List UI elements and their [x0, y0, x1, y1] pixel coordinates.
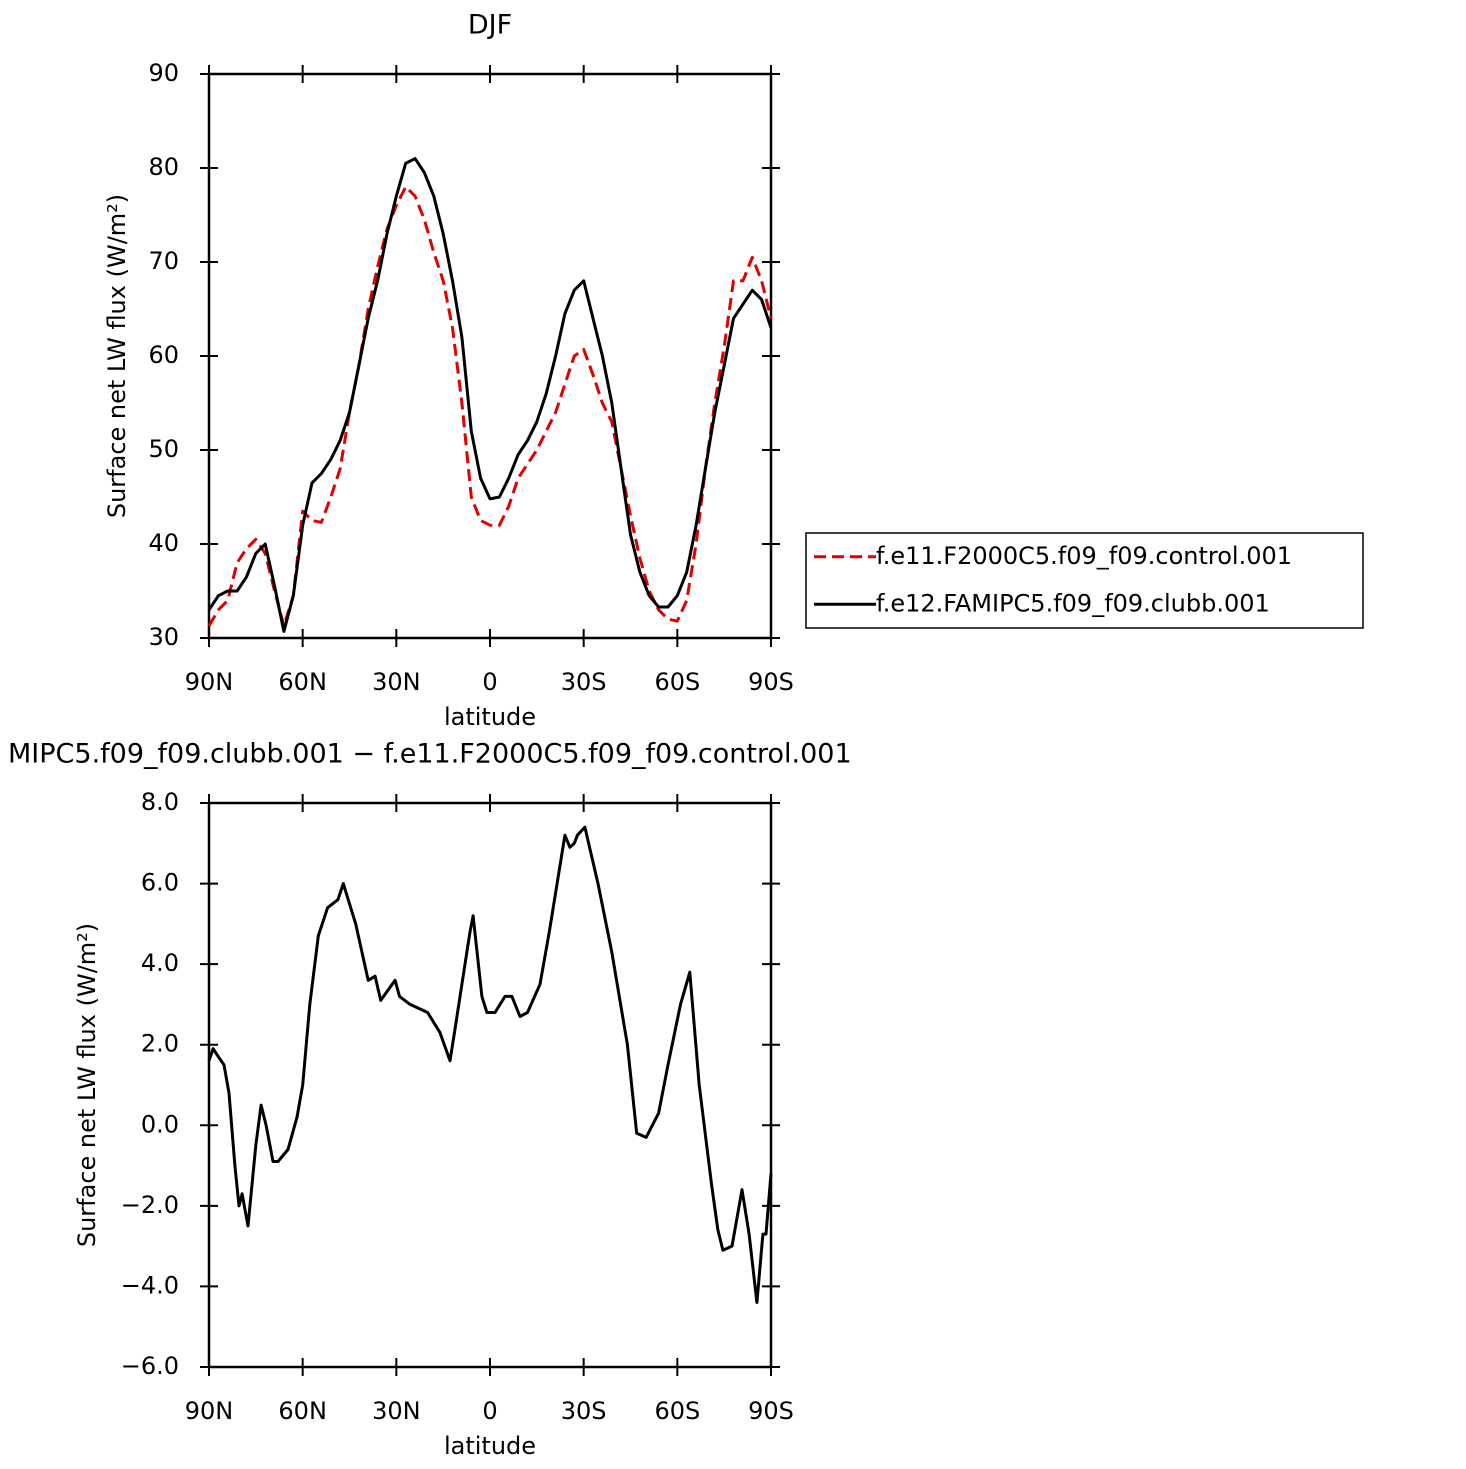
legend-label: f.e12.FAMIPC5.f09_f09.clubb.001 [876, 589, 1270, 617]
x-tick-label: 0 [482, 1397, 497, 1425]
plot-frame [207, 72, 773, 640]
y-tick-label: 90 [148, 59, 179, 87]
x-tick-label: 60S [654, 1397, 700, 1425]
y-tick-label: 0.0 [141, 1110, 179, 1138]
x-axis-label: latitude [444, 1432, 536, 1460]
x-tick-label: 60N [278, 668, 327, 696]
x-tick-label: 0 [482, 668, 497, 696]
y-tick-label: −6.0 [121, 1352, 179, 1380]
x-tick-label: 30S [561, 668, 607, 696]
y-tick-label: 40 [148, 529, 179, 557]
y-tick-label: 2.0 [141, 1030, 179, 1058]
data-line [207, 157, 773, 633]
x-tick-label: 90S [748, 1397, 794, 1425]
x-tick-label: 30N [372, 1397, 421, 1425]
x-tick-label: 30S [561, 1397, 607, 1425]
y-tick-label: 30 [148, 623, 179, 651]
y-tick-label: 80 [148, 153, 179, 181]
y-tick-label: 70 [148, 247, 179, 275]
legend-label: f.e11.F2000C5.f09_f09.control.001 [876, 542, 1292, 570]
y-tick-label: −2.0 [121, 1191, 179, 1219]
y-tick-label: 60 [148, 341, 179, 369]
chart-title: MIPC5.f09_f09.clubb.001 − f.e11.F2000C5.… [8, 739, 852, 770]
x-tick-label: 90S [748, 668, 794, 696]
y-tick-label: −4.0 [121, 1271, 179, 1299]
y-axis-label: Surface net LW flux (W/m²) [73, 923, 101, 1247]
x-tick-label: 60S [654, 668, 700, 696]
x-tick-label: 60N [278, 1397, 327, 1425]
plot-frame [207, 801, 773, 1369]
y-tick-label: 8.0 [141, 788, 179, 816]
data-line [207, 185, 773, 628]
y-axis-label: Surface net LW flux (W/m²) [103, 194, 131, 518]
x-tick-label: 90N [185, 1397, 234, 1425]
legend-box [805, 532, 1364, 629]
y-tick-label: 4.0 [141, 949, 179, 977]
x-tick-label: 30N [372, 668, 421, 696]
chart-title: DJF [468, 10, 512, 41]
x-axis-label: latitude [444, 703, 536, 731]
y-tick-label: 50 [148, 435, 179, 463]
y-tick-label: 6.0 [141, 869, 179, 897]
x-tick-label: 90N [185, 668, 234, 696]
data-line [207, 825, 773, 1304]
